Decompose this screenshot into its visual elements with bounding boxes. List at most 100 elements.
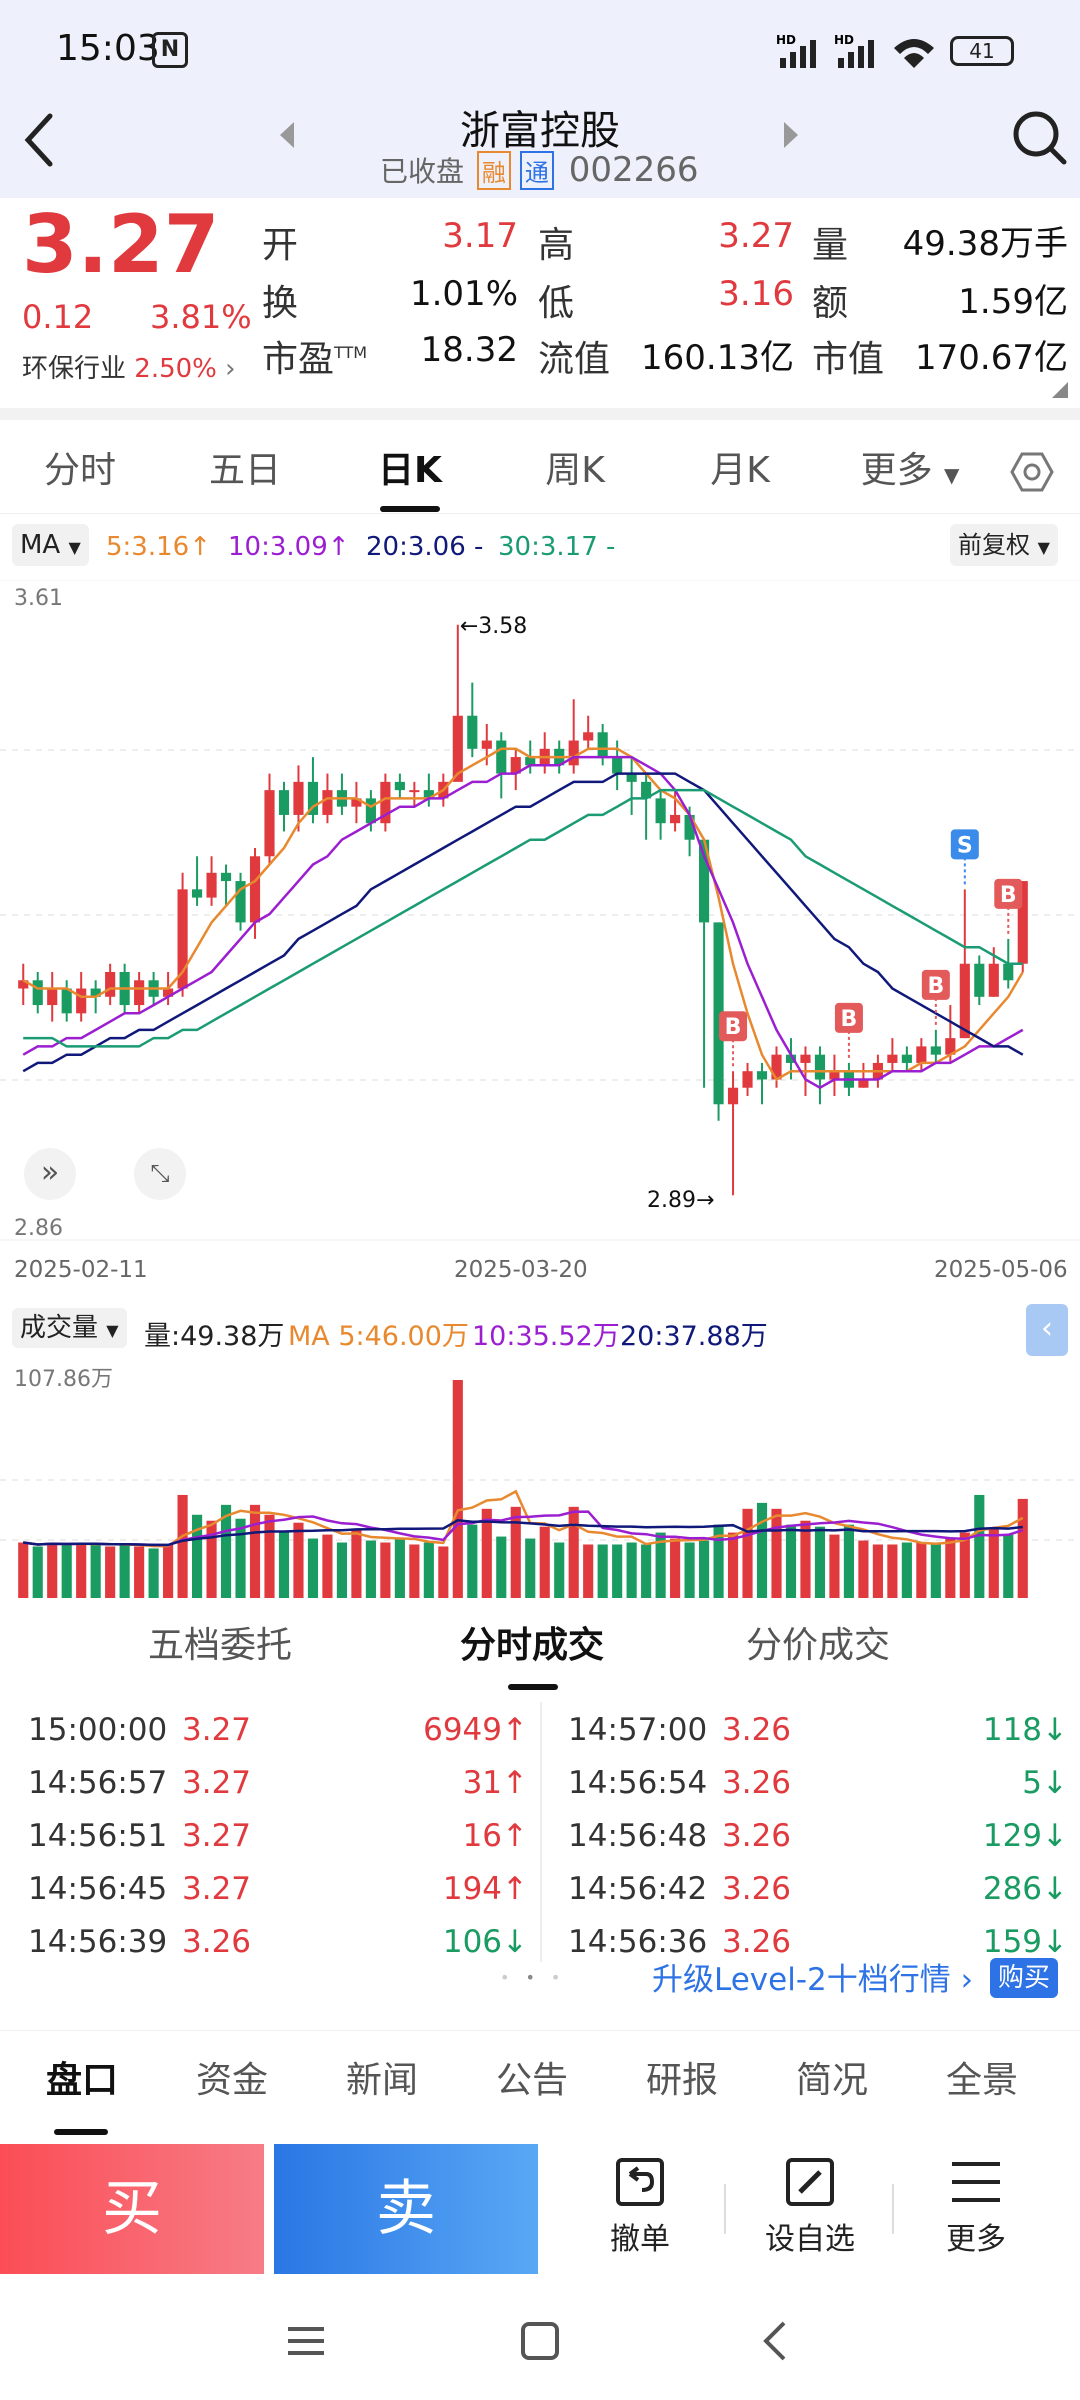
tab-monthly-k[interactable]: 月K [710,450,770,491]
kline-chart[interactable]: 3.61 2.86 2025-02-11 2025-03-20 2025-05-06 ←3… [0,579,1080,1600]
candle-body [713,922,724,1105]
level2-upgrade-link[interactable]: 升级Level-2十档行情 › [652,1962,973,1998]
undo-icon [616,2158,664,2206]
volume-bar [278,1530,290,1598]
candle-body [771,1054,782,1080]
volume-indicator-select[interactable]: 成交量 ▼ [12,1308,127,1348]
tab-weekly-k[interactable]: 周K [545,450,605,491]
x-date-label: 2025-05-06 [934,1257,1068,1283]
level2-buy-button[interactable]: 购买 [990,1958,1059,1998]
tab-profile[interactable]: 简况 [795,2060,868,2101]
volume-bar [351,1528,362,1598]
candle-body [670,814,681,824]
tab-announcements[interactable]: 公告 [495,2060,568,2101]
current-price: 3.27 [22,198,220,291]
candle-body [684,814,695,840]
tab-daily-k[interactable]: 日K [378,450,442,491]
edit-icon [786,2158,834,2206]
back-icon[interactable] [18,110,62,170]
tab-news[interactable]: 新闻 [345,2060,418,2101]
volume-bar [626,1542,637,1598]
tab-research[interactable]: 研报 [645,2060,718,2101]
add-watchlist-button[interactable]: 设自选 [740,2154,880,2269]
trade-row: 14:56:54 3.26 5↓ [568,1757,1068,1809]
volume-bar [974,1494,985,1598]
volume-bar [235,1518,246,1598]
volume-bar [945,1538,956,1598]
candle-body [192,889,203,898]
ma5-line [22,747,1024,1082]
trade-time: 14:56:48 [568,1818,708,1854]
price-change: 0.12 [22,298,94,336]
sell-button[interactable]: 卖 [274,2144,538,2274]
prev-stock-icon[interactable] [278,120,298,150]
candle-body [974,963,985,997]
indicator-select[interactable]: MA ▼ [12,524,89,566]
trade-time: 14:56:57 [28,1765,168,1801]
stat-key: 额 [812,283,849,324]
search-icon[interactable] [1010,108,1070,168]
column-divider [540,1702,542,1962]
trade-time: 14:56:54 [568,1765,708,1801]
stock-header: 浙富控股 已收盘 融 通 002266 [0,98,1080,198]
recent-apps-icon[interactable] [286,2321,326,2361]
stat-value: 49.38万手 [902,224,1068,264]
ma10-text: 10:3.09 [228,532,328,562]
volume-bar [76,1542,87,1598]
trade-volume: 6949↑ [423,1712,528,1748]
volume-bar [452,1380,463,1598]
menu-icon [952,2162,1000,2202]
indicator-label: MA [20,530,61,560]
trade-volume: 118↓ [982,1712,1068,1748]
volume-bar [293,1522,304,1598]
trade-volume: 286↓ [982,1871,1068,1907]
side-panel-toggle[interactable]: ‹ [1026,1304,1068,1356]
settings-hexagon-icon[interactable] [1010,450,1054,494]
tab-five-day[interactable]: 五日 [208,450,281,491]
volume-bar [597,1544,608,1598]
candle-body [756,1071,768,1080]
cancel-order-button[interactable]: 撤单 [570,2154,710,2269]
back-nav-icon[interactable] [756,2319,796,2363]
expand-panel-icon[interactable]: » [24,1148,76,1200]
divider [0,408,1080,420]
expand-corner-icon[interactable] [1052,382,1068,398]
candle-body [351,798,362,807]
candle-body [105,972,116,997]
volume-bar [409,1544,420,1598]
candle-body [510,757,521,774]
trade-volume-value: 129 [982,1818,1043,1854]
ma10-line [22,755,1024,1090]
tab-order-panel[interactable]: 盘口 [45,2060,118,2101]
y-min-label: 2.86 [14,1216,63,1241]
stat-key: 市盈TTM [262,339,368,380]
industry-link[interactable]: 环保行业 2.50% › [22,348,236,385]
add-watchlist-label: 设自选 [765,2222,855,2257]
tab-intraday[interactable]: 分时 [43,450,116,491]
tab-tick-trades[interactable]: 分时成交 [459,1625,604,1666]
candle-body [814,1054,826,1080]
tab-order-book[interactable]: 五档委托 [147,1625,292,1666]
stat-value: 18.32 [420,330,518,370]
tick-trades-list: 15:00:00 3.27 6949↑ 14:56:57 3.27 31↑ 14… [0,1692,1080,2012]
buy-button[interactable]: 买 [0,2144,264,2274]
kline-chart-area[interactable]: 3.61 2.86 2025-02-11 2025-03-20 2025-05-06 ←3… [0,579,1080,1600]
adjust-select[interactable]: 前复权 ▼ [950,524,1058,566]
market-status: 已收盘 [380,155,465,188]
candle-body [1017,881,1028,964]
stat-value: 160.13亿 [641,338,794,378]
tab-overview[interactable]: 全景 [945,2060,1018,2101]
more-button[interactable]: 更多 [906,2154,1046,2269]
candle-body [988,963,999,997]
tab-funds[interactable]: 资金 [195,2060,268,2101]
candle-body [800,1054,811,1063]
volume-bar [510,1506,521,1598]
tab-price-trades[interactable]: 分价成交 [745,1625,890,1666]
volume-bar [18,1542,29,1598]
next-stock-icon[interactable] [780,120,800,150]
tab-more[interactable]: 更多 ▼ [840,428,980,514]
home-icon[interactable] [520,2321,560,2361]
trade-volume: 194↑ [442,1871,528,1907]
fullscreen-icon[interactable]: ⤡ [134,1148,186,1200]
candle-body [959,963,970,1039]
